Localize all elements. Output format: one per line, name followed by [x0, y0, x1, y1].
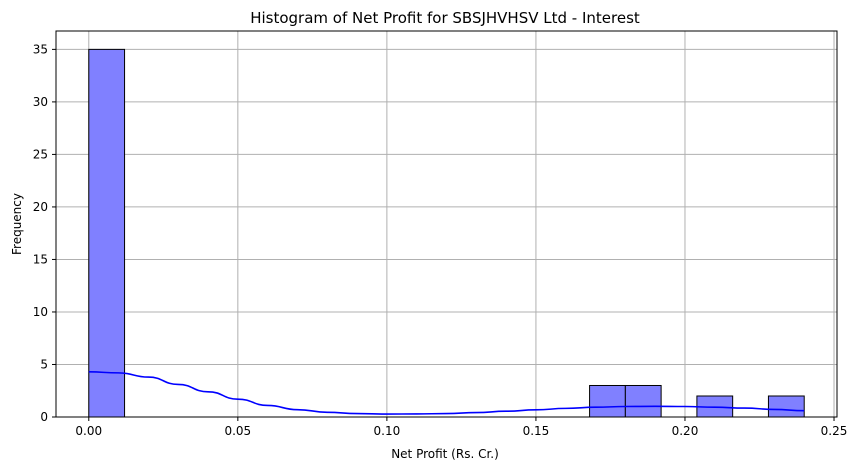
- x-axis-ticks: 0.00 0.05 0.10 0.15 0.20 0.25: [75, 417, 847, 438]
- y-tick-label: 35: [33, 42, 48, 56]
- chart-title: Histogram of Net Profit for SBSJHVHSV Lt…: [250, 9, 640, 27]
- x-tick-label: 0.25: [821, 424, 848, 438]
- x-tick-label: 0.20: [672, 424, 699, 438]
- x-tick-label: 0.10: [374, 424, 401, 438]
- y-tick-label: 5: [40, 357, 48, 371]
- kde-curve-layer: [88, 371, 805, 415]
- grid-lines: [56, 31, 837, 418]
- histogram-bar: [767, 395, 805, 418]
- y-tick-label: 10: [33, 305, 48, 319]
- kde-curve: [88, 371, 805, 415]
- x-axis-label: Net Profit (Rs. Cr.): [391, 447, 499, 461]
- x-tick-label: 0.05: [224, 424, 251, 438]
- histogram-bar: [589, 384, 626, 418]
- y-tick-label: 20: [33, 200, 48, 214]
- y-axis-label: Frequency: [10, 193, 24, 255]
- plot-frame: [55, 30, 838, 418]
- x-tick-label: 0.15: [523, 424, 550, 438]
- y-tick-label: 15: [33, 252, 48, 266]
- y-tick-label: 25: [33, 147, 48, 161]
- y-tick-label: 30: [33, 95, 48, 109]
- y-axis-ticks: 0 5 10 15 20 25 30 35: [33, 42, 56, 424]
- histogram-bars: [88, 48, 805, 418]
- histogram-bar: [624, 384, 662, 418]
- y-tick-label: 0: [40, 410, 48, 424]
- histogram-bar: [88, 48, 126, 418]
- x-tick-label: 0.00: [75, 424, 102, 438]
